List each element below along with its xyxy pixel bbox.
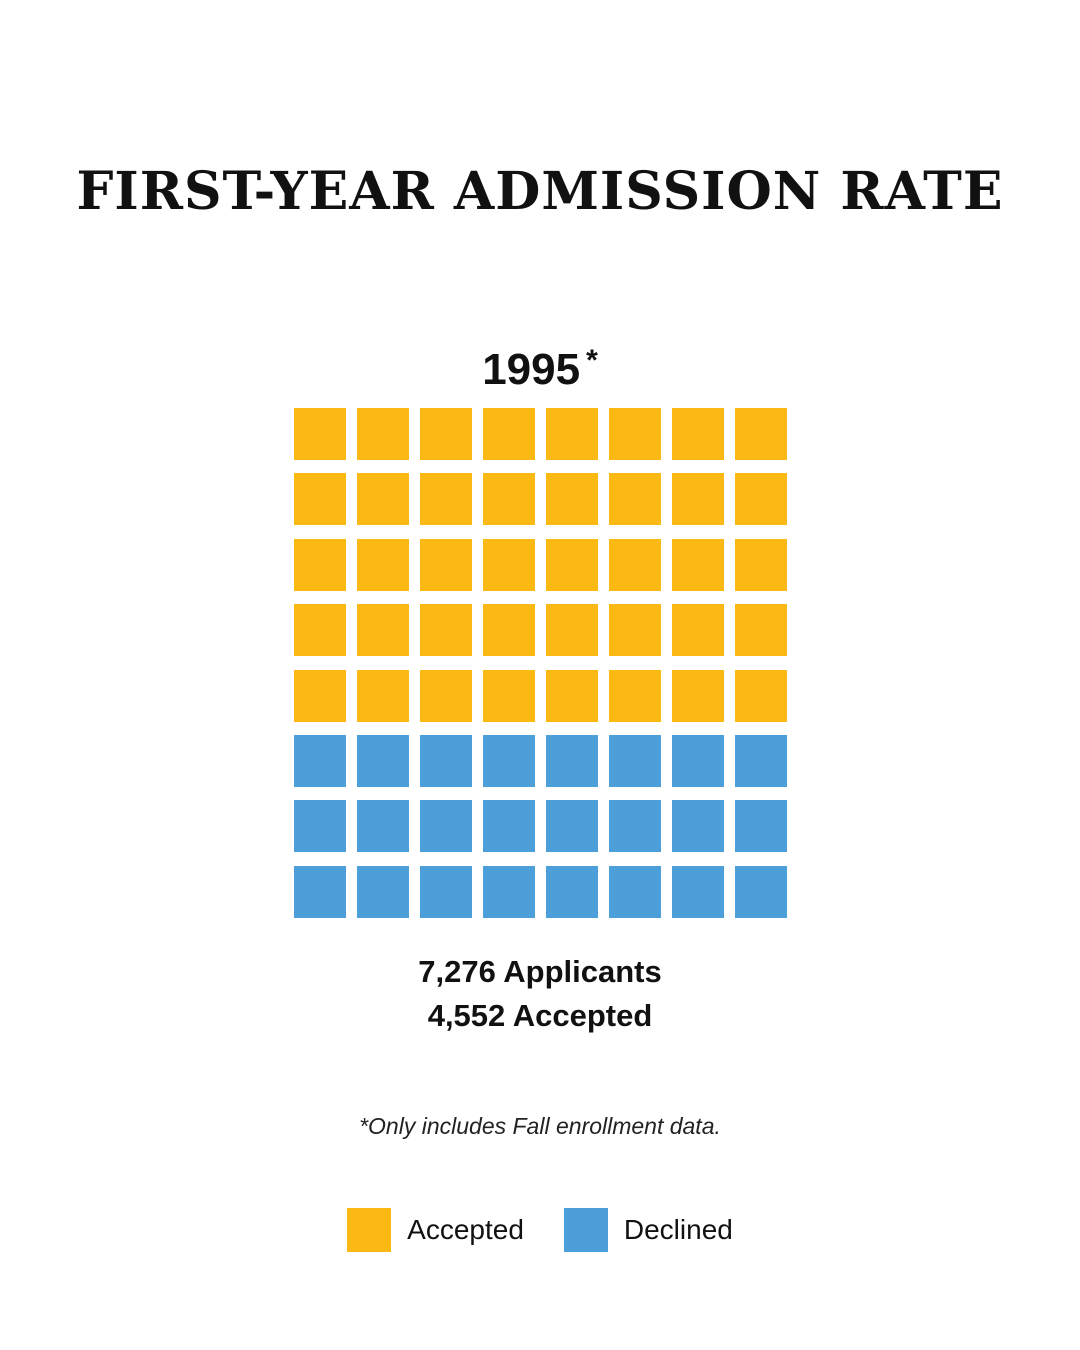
waffle-cell-accepted [546,473,598,525]
waffle-cell-accepted [357,670,409,722]
waffle-cell-accepted [420,604,472,656]
waffle-cell-accepted [357,473,409,525]
waffle-cell-accepted [483,604,535,656]
waffle-cell-accepted [483,473,535,525]
waffle-cell-declined [420,800,472,852]
waffle-cell-accepted [357,539,409,591]
waffle-cell-accepted [546,670,598,722]
year-label: 1995 * [0,335,1080,396]
waffle-cell-declined [357,866,409,918]
legend-swatch-declined [563,1208,608,1252]
chart-title: FIRST-YEAR ADMISSION RATE [76,161,1004,222]
waffle-cell-accepted [735,539,787,591]
waffle-cell-declined [483,866,535,918]
waffle-cell-declined [294,866,346,918]
waffle-cell-accepted [672,539,724,591]
waffle-cell-declined [735,866,787,918]
waffle-cell-accepted [609,539,661,591]
legend: Accepted Declined [0,1208,1080,1252]
applicants-count: 7,276 Applicants [418,954,662,989]
waffle-cell-accepted [609,473,661,525]
waffle-cell-accepted [609,408,661,460]
waffle-cell-accepted [483,408,535,460]
waffle-cell-accepted [294,539,346,591]
waffle-cell-accepted [672,604,724,656]
waffle-cell-accepted [672,408,724,460]
waffle-cell-accepted [672,473,724,525]
footnote: *Only includes Fall enrollment data. [359,1113,721,1139]
waffle-grid [294,408,787,918]
waffle-cell-declined [735,800,787,852]
waffle-cell-accepted [420,670,472,722]
waffle-cell-accepted [609,604,661,656]
waffle-cell-accepted [735,604,787,656]
waffle-cell-declined [357,800,409,852]
waffle-cell-accepted [294,604,346,656]
waffle-cell-accepted [294,473,346,525]
waffle-cell-accepted [483,670,535,722]
waffle-cell-accepted [420,539,472,591]
waffle-cell-accepted [546,539,598,591]
waffle-cell-declined [357,735,409,787]
waffle-cell-declined [294,735,346,787]
accepted-count: 4,552 Accepted [427,998,653,1033]
waffle-cell-declined [546,800,598,852]
waffle-cell-declined [420,735,472,787]
legend-label-accepted: Accepted [407,1214,524,1245]
waffle-cell-accepted [546,604,598,656]
waffle-cell-accepted [420,408,472,460]
waffle-cell-accepted [735,408,787,460]
waffle-cell-accepted [294,670,346,722]
legend-item-accepted: Accepted [347,1208,524,1252]
waffle-cell-declined [672,735,724,787]
legend-swatch-accepted [347,1208,392,1252]
waffle-cell-accepted [357,408,409,460]
waffle-cell-declined [735,735,787,787]
legend-item-declined: Declined [563,1208,733,1252]
waffle-cell-accepted [735,473,787,525]
waffle-cell-declined [546,866,598,918]
waffle-cell-declined [672,800,724,852]
waffle-cell-accepted [357,604,409,656]
legend-label-declined: Declined [623,1214,733,1245]
waffle-cell-declined [546,735,598,787]
waffle-cell-declined [483,735,535,787]
year-value: 1995 [482,345,581,394]
waffle-cell-accepted [483,539,535,591]
waffle-cell-declined [294,800,346,852]
waffle-cell-accepted [609,670,661,722]
waffle-cell-declined [420,866,472,918]
waffle-cell-accepted [735,670,787,722]
waffle-cell-declined [609,800,661,852]
waffle-cell-accepted [672,670,724,722]
waffle-cell-accepted [294,408,346,460]
waffle-cell-declined [609,866,661,918]
waffle-cell-declined [483,800,535,852]
waffle-cell-declined [672,866,724,918]
stats-block: 7,276 Applicants 4,552 Accepted [0,950,1080,1038]
waffle-cell-accepted [546,408,598,460]
year-footnote-mark: * [586,344,598,377]
waffle-cell-declined [609,735,661,787]
waffle-cell-accepted [420,473,472,525]
